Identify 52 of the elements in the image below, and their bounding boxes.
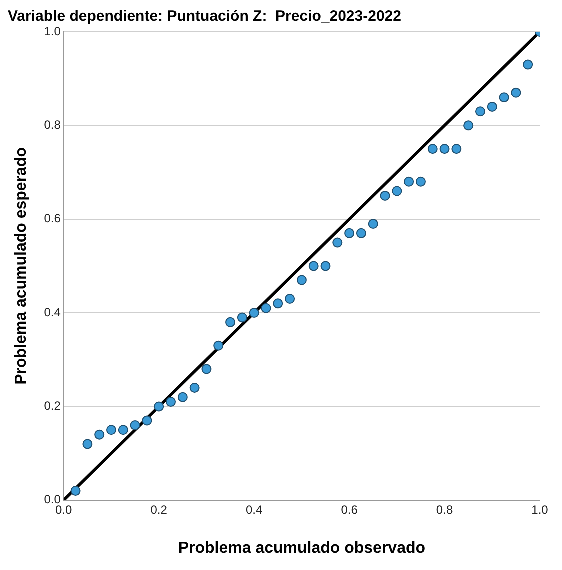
point: [178, 392, 188, 402]
point: [356, 228, 366, 238]
point: [464, 120, 474, 131]
point: [273, 298, 284, 309]
point: [106, 425, 116, 436]
point: [475, 106, 486, 117]
point: [166, 397, 176, 408]
point: [130, 420, 140, 430]
point: [226, 317, 236, 328]
y-axis-title: Problema acumulado esperado: [13, 147, 30, 385]
point: [344, 228, 355, 238]
x-tick-label: 0.6: [341, 502, 358, 517]
point: [70, 486, 81, 496]
point: [332, 238, 343, 248]
point: [428, 144, 438, 154]
point: [404, 176, 414, 187]
point: [190, 382, 200, 393]
point: [523, 60, 534, 70]
point: [82, 439, 93, 450]
point: [249, 308, 260, 318]
point: [380, 190, 390, 201]
y-tick-label: 0.6: [44, 212, 62, 226]
point: [118, 425, 128, 436]
point: [452, 144, 462, 154]
x-tick-label: 0.4: [246, 502, 263, 517]
point: [154, 402, 164, 412]
point: [237, 312, 248, 323]
point: [499, 92, 510, 103]
point: [296, 275, 307, 286]
point: [368, 219, 378, 230]
point: [142, 416, 152, 426]
point: [392, 186, 402, 196]
x-tick-label: 0.8: [436, 502, 454, 517]
y-tick-label: 0.2: [44, 399, 62, 414]
point: [308, 261, 319, 272]
y-tick-label: 0.8: [44, 118, 62, 132]
point: [511, 88, 522, 98]
point: [214, 340, 224, 351]
x-tick-label: 0.2: [150, 502, 168, 517]
point: [416, 176, 426, 187]
point: [261, 303, 272, 314]
x-tick-label: 1.0: [532, 502, 549, 517]
point: [285, 294, 296, 304]
y-tick-label: 0.4: [44, 305, 62, 320]
x-axis-title: Problema acumulado observado: [178, 540, 426, 557]
chart-title: Variable dependiente: Puntuación Z: Precio_2023-2022: [8, 8, 402, 26]
point: [202, 364, 212, 374]
point: [440, 144, 450, 154]
y-tick-label: 1.0: [44, 24, 62, 38]
point: [320, 261, 331, 272]
point: [94, 430, 105, 440]
point: [487, 102, 498, 112]
